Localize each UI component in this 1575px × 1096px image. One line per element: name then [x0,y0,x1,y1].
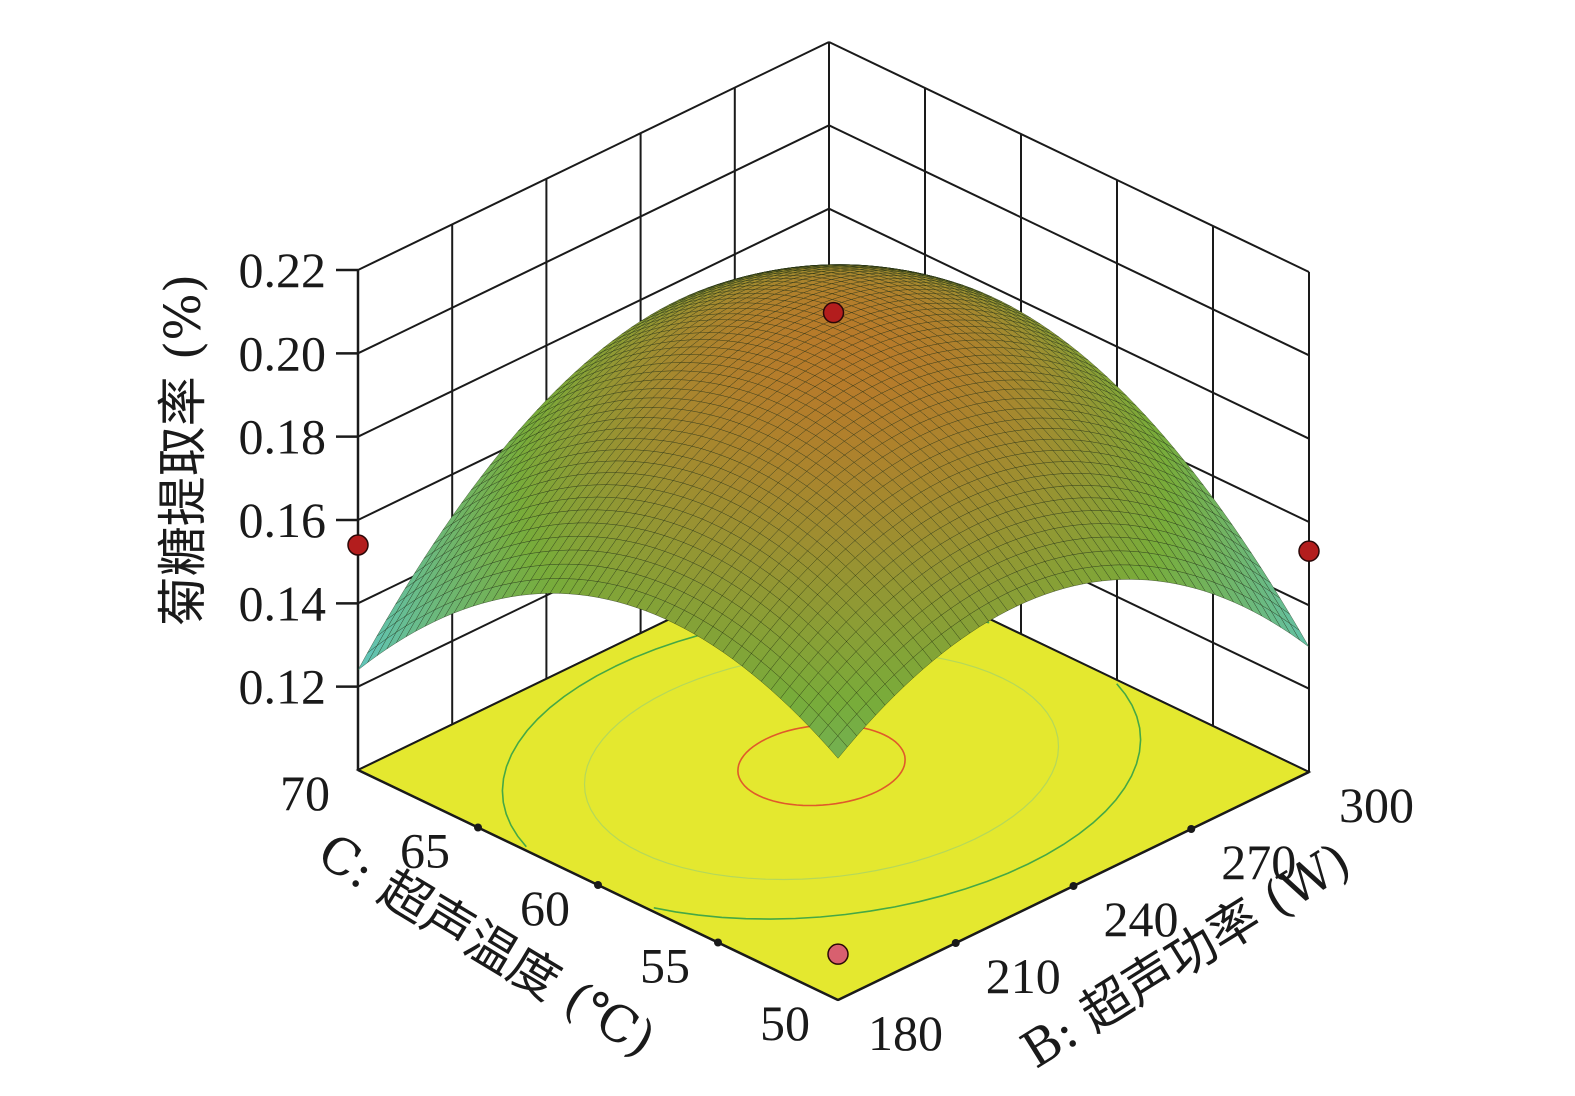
design-point [1298,540,1320,562]
design-points-front [347,301,1320,965]
y-tick-label: 180 [868,1005,943,1061]
y-tick-label: 300 [1339,777,1414,833]
design-point [347,534,369,556]
x-axis-tick [714,938,722,947]
x-tick-label: 50 [760,995,810,1051]
z-tick-label: 0.18 [239,409,327,465]
x-axis-tick [474,823,482,832]
response-surface [357,264,1310,759]
wall-right-gridline [357,124,830,355]
x-tick-label: 70 [280,765,330,821]
wall-right-gridline [357,41,830,271]
wall-left-gridline [828,41,1310,273]
wall-right-gridline [357,207,830,438]
z-tick-label: 0.22 [239,242,327,298]
design-point [827,943,849,965]
y-tick-label: 240 [1104,891,1179,947]
z-tick-label: 0.20 [239,325,327,381]
x-tick-label: 65 [400,823,450,879]
y-axis-tick [1187,825,1196,833]
surface-cell [828,735,848,759]
x-tick-label: 60 [520,880,570,936]
z-tick-label: 0.16 [239,492,327,548]
axes [336,268,1310,1002]
z-tick-label: 0.12 [239,659,327,715]
design-point [822,301,845,324]
wall-left-gridline [828,207,1310,440]
z-axis-title: 菊糖提取率 (%) [154,274,212,626]
z-tick-label: 0.14 [239,575,327,631]
tick-labels: 0.12 0.14 0.16 0.18 0.20 0.22 50 55 60 65 70 180 210… [239,242,1415,1061]
y-axis-tick [951,939,960,947]
x-tick-label: 55 [640,938,690,994]
y-tick-label: 210 [986,948,1061,1004]
wall-left-gridline [828,124,1310,357]
x-axis-tick [594,881,602,889]
y-axis-tick [1069,882,1078,890]
y-tick-label: 270 [1221,834,1296,890]
